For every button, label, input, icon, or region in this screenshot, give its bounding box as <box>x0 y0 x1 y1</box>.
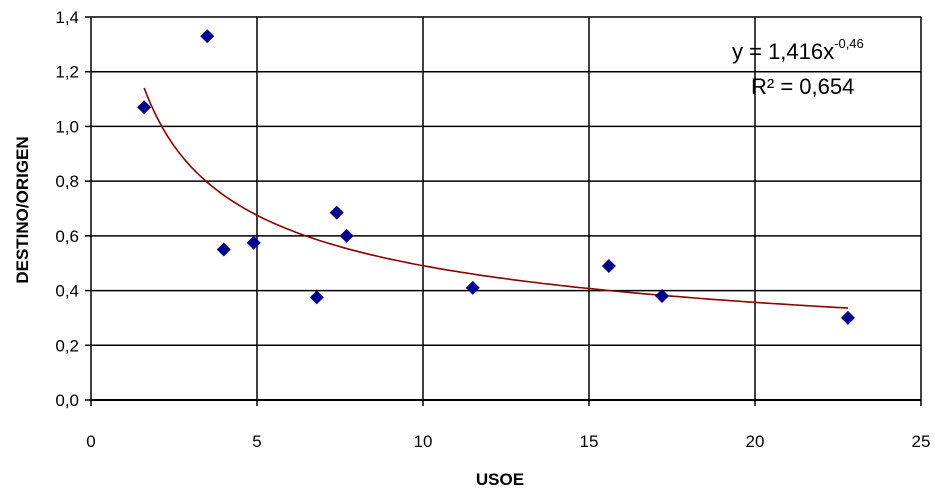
y-tick-label: 1,2 <box>55 63 79 82</box>
data-point <box>216 242 231 257</box>
x-tick-label: 20 <box>746 432 765 451</box>
x-tick-label: 0 <box>86 432 95 451</box>
trendline-group <box>143 87 849 309</box>
tick-labels: 0,0 0,2 0,4 0,6 0,8 1,0 1,2 1,4 0 5 10 15 20 25 <box>55 8 930 451</box>
x-tick-label: 10 <box>414 432 433 451</box>
data-point <box>309 290 324 305</box>
grid-lines <box>91 16 922 400</box>
x-axis-title: USOE <box>476 470 524 489</box>
data-point <box>329 205 344 220</box>
y-axis-title: DESTINO/ORIGEN <box>13 136 32 283</box>
trendline <box>143 87 849 309</box>
data-point <box>601 258 616 273</box>
trendline-equation-exponent: -0,46 <box>834 36 864 51</box>
data-point <box>339 228 354 243</box>
y-tick-label: 0,2 <box>55 336 79 355</box>
axes <box>85 16 922 406</box>
data-points <box>137 29 855 325</box>
data-point <box>200 29 215 44</box>
x-tick-label: 15 <box>580 432 599 451</box>
trendline-equation: y = 1,416x-0,46 <box>732 36 864 64</box>
x-tick-label: 25 <box>912 432 931 451</box>
data-point <box>465 280 480 295</box>
y-tick-label: 0,6 <box>55 227 79 246</box>
data-point <box>246 235 261 250</box>
x-tick-label: 5 <box>252 432 261 451</box>
y-tick-label: 1,0 <box>55 117 79 136</box>
data-point <box>655 289 670 304</box>
y-tick-label: 0,4 <box>55 282 79 301</box>
y-tick-label: 0,0 <box>55 391 79 410</box>
y-tick-label: 0,8 <box>55 172 79 191</box>
trendline-r2: R² = 0,654 <box>751 74 854 99</box>
data-point <box>840 310 855 325</box>
data-point <box>137 100 152 115</box>
y-tick-label: 1,4 <box>55 8 79 27</box>
trendline-equation-base: y = 1,416x <box>732 39 834 64</box>
